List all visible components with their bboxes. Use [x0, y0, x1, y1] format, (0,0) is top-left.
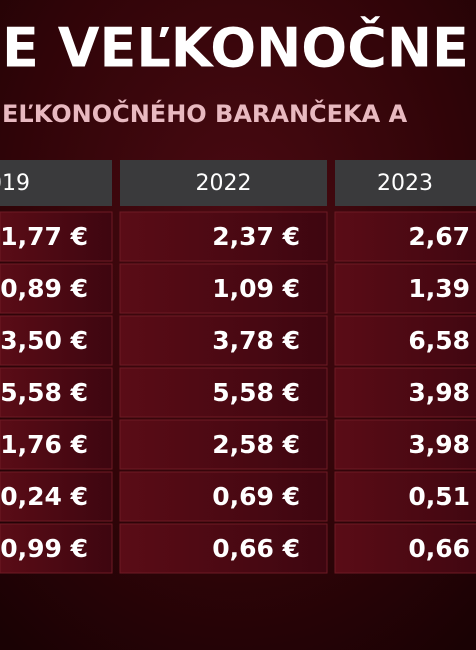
header-cell — [0, 160, 112, 206]
cell-value: 3,98 — [408, 430, 470, 459]
cell — [0, 211, 113, 262]
cell — [334, 523, 476, 574]
cell-value: 2,37 € — [212, 222, 300, 251]
cell-value: 0,24 € — [0, 482, 88, 511]
cell — [0, 471, 113, 522]
cell — [0, 315, 113, 366]
header-cell — [120, 160, 327, 206]
cell — [334, 211, 476, 262]
table: 019 2022 2023 1,77 € 2,37 € 2,67 0,89 € 1,09 € 1… — [0, 160, 476, 574]
cell-value: 0,66 — [408, 534, 470, 563]
cell — [0, 523, 113, 574]
cell — [119, 263, 328, 314]
cell-value: 3,98 — [408, 378, 470, 407]
cell-value: 1,09 € — [212, 274, 300, 303]
cell-value: 3,50 € — [0, 326, 88, 355]
title: E VEĽKONOČNE — [2, 17, 469, 80]
cell — [334, 263, 476, 314]
cell — [334, 367, 476, 418]
header-cell — [335, 160, 476, 206]
cell-value: 0,66 € — [212, 534, 300, 563]
cell — [0, 367, 113, 418]
column-header: 2023 — [377, 171, 433, 196]
cell-value: 6,58 — [408, 326, 470, 355]
cell — [119, 367, 328, 418]
cell-value: 1,39 — [408, 274, 470, 303]
cell — [334, 419, 476, 470]
cell — [119, 315, 328, 366]
cell — [0, 263, 113, 314]
subtitle: EĽKONOČNÉHO BARANČEKA A — [2, 98, 408, 128]
cell — [119, 211, 328, 262]
column-header: 019 — [0, 171, 30, 196]
cell — [0, 419, 113, 470]
cell — [334, 471, 476, 522]
cell — [119, 419, 328, 470]
cell — [119, 523, 328, 574]
cell-value: 2,58 € — [212, 430, 300, 459]
cell — [119, 471, 328, 522]
cell — [334, 315, 476, 366]
cell-value: 0,99 € — [0, 534, 88, 563]
cell-value: 0,69 € — [212, 482, 300, 511]
cell-value: 5,58 € — [0, 378, 88, 407]
cell-value: 2,67 — [408, 222, 470, 251]
cell-value: 1,76 € — [0, 430, 88, 459]
cell-value: 5,58 € — [212, 378, 300, 407]
cell-value: 3,78 € — [212, 326, 300, 355]
cell-value: 1,77 € — [0, 222, 88, 251]
column-header: 2022 — [196, 171, 252, 196]
cell-value: 0,89 € — [0, 274, 88, 303]
cell-value: 0,51 — [408, 482, 470, 511]
